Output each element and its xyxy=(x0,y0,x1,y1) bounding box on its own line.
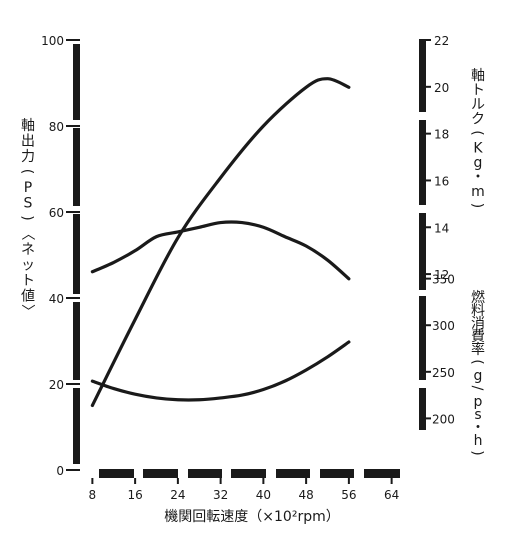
torque-tick-label-5: 22 xyxy=(434,34,449,48)
torque-tick-label-3: 18 xyxy=(434,128,449,142)
fuel-axis-label-char-3: 費 xyxy=(471,329,485,345)
power-axis-label-char-10: ト xyxy=(21,273,35,289)
power-axis-label-char-12: 〉 xyxy=(19,304,35,318)
power-axis-label-char-1: 出 xyxy=(21,134,35,150)
bottom-axis-bar-3 xyxy=(231,469,266,478)
fuel-axis-label-char-9: s xyxy=(474,407,481,423)
x-tick-label-1: 16 xyxy=(127,488,142,502)
right-axis-bar-3 xyxy=(419,296,426,380)
power-axis-label-char-7: 〈 xyxy=(19,227,35,241)
left-axis-bar-2 xyxy=(73,214,80,294)
torque-tick-label-1: 14 xyxy=(434,221,449,235)
bottom-axis-bar-1 xyxy=(143,469,178,478)
power-tick-label-5: 100 xyxy=(41,34,64,48)
torque-axis-label-char-3: ク xyxy=(471,112,485,128)
fuel-axis-label-char-6: g xyxy=(474,368,483,384)
fuel-axis-label-char-0: 燃 xyxy=(471,289,485,306)
power-curve xyxy=(90,77,351,408)
fuel-axis-label-char-5: ( xyxy=(469,359,485,364)
torque-axis-label-char-4: ( xyxy=(469,130,485,135)
torque-tick-label-2: 16 xyxy=(434,174,449,188)
x-tick-label-4: 40 xyxy=(256,488,271,502)
power-tick-label-3: 60 xyxy=(49,206,64,220)
x-axis-label: 機関回転速度（×10²rpm） xyxy=(164,509,339,525)
fuel-axis-label-char-8: p xyxy=(474,394,483,410)
torque-axis-label-char-2: ル xyxy=(471,97,485,113)
fuel-tick-label-3: 350 xyxy=(432,273,455,287)
power-axis-label-char-11: 値 xyxy=(21,289,35,305)
fuel-axis-label-char-11: h xyxy=(474,433,483,449)
bottom-axis-bar-6 xyxy=(364,469,400,478)
fuel-tick-label-0: 200 xyxy=(432,412,455,426)
right-axis-bar-4 xyxy=(419,388,426,430)
left-axis-bar-3 xyxy=(73,302,80,380)
power-tick-label-2: 40 xyxy=(49,292,64,306)
x-tick-label-6: 56 xyxy=(341,488,356,502)
x-tick-label-2: 24 xyxy=(170,488,185,502)
torque-axis-label-char-5: K xyxy=(473,141,483,157)
fuel-axis-label-char-4: 率 xyxy=(471,341,485,358)
bottom-axis-bar-4 xyxy=(276,469,310,478)
torque-axis-label-char-1: ト xyxy=(471,83,485,99)
left-axis-bar-4 xyxy=(73,388,80,464)
torque-tick-label-4: 20 xyxy=(434,81,449,95)
right-axis-bar-2 xyxy=(419,213,426,290)
bottom-axis-bar-5 xyxy=(320,469,354,478)
fuel-axis-label-char-1: 料 xyxy=(471,303,485,319)
torque-axis-label-char-6: g xyxy=(474,155,483,171)
fuel-axis-label-char-7: / xyxy=(469,386,485,391)
left-axis-bar-1 xyxy=(73,128,80,206)
power-axis-label-char-6: ) xyxy=(19,215,35,220)
torque-axis-label-char-7: ・ xyxy=(471,170,485,186)
left-axis-bar-0 xyxy=(73,44,80,120)
power-axis-label-char-4: P xyxy=(24,180,32,196)
x-tick-label-7: 64 xyxy=(384,488,399,502)
fuel-curve xyxy=(90,340,351,402)
fuel-axis-label-char-2: 消 xyxy=(471,316,485,332)
x-tick-label-5: 48 xyxy=(298,488,313,502)
power-axis-label-char-5: S xyxy=(24,196,33,212)
torque-axis-label-char-0: 軸 xyxy=(471,68,485,84)
power-tick-label-0: 0 xyxy=(56,464,64,478)
right-axis-bar-1 xyxy=(419,120,426,205)
torque-axis-label-char-8: m xyxy=(471,184,485,200)
power-axis-label-char-9: ッ xyxy=(21,258,35,274)
fuel-axis-label-char-10: ・ xyxy=(471,420,485,436)
fuel-axis-label-char-12: ) xyxy=(469,450,485,455)
bottom-axis-bar-0 xyxy=(99,469,134,478)
fuel-tick-label-1: 250 xyxy=(432,366,455,380)
power-tick-label-1: 20 xyxy=(49,378,64,392)
power-axis-label-char-8: ネ xyxy=(21,242,35,258)
torque-curve xyxy=(90,220,351,281)
x-tick-label-0: 8 xyxy=(89,488,97,502)
fuel-tick-label-2: 300 xyxy=(432,319,455,333)
power-axis-label-char-3: ( xyxy=(19,169,35,174)
torque-axis-label-char-9: ) xyxy=(469,203,485,208)
power-axis-label-char-0: 軸 xyxy=(21,118,35,134)
right-axis-bar-0 xyxy=(419,40,426,112)
x-tick-label-3: 32 xyxy=(213,488,228,502)
power-tick-label-4: 80 xyxy=(49,120,64,134)
power-axis-label-char-2: 力 xyxy=(21,149,35,165)
torque-tick-label-0: 12 xyxy=(434,268,449,282)
bottom-axis-bar-2 xyxy=(188,469,222,478)
